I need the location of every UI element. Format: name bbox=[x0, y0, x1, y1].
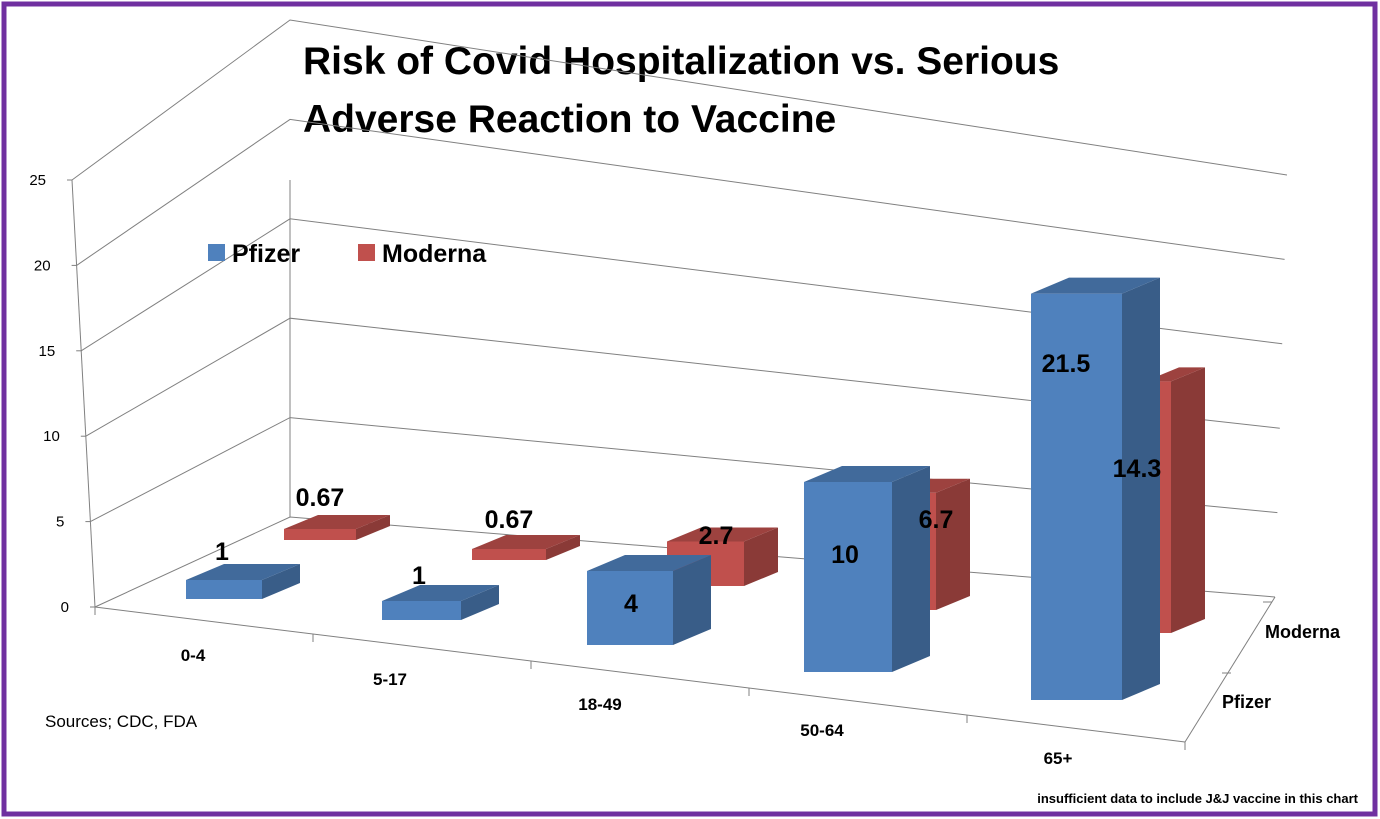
bar-front bbox=[382, 601, 461, 620]
depth-label-pfizer: Pfizer bbox=[1222, 692, 1271, 712]
data-label-moderna-5-17: 0.67 bbox=[485, 506, 534, 534]
x-tick-label: 18-49 bbox=[578, 695, 621, 714]
y-tick-label: 15 bbox=[39, 343, 56, 360]
legend-swatch-moderna bbox=[358, 244, 375, 261]
bar-top bbox=[382, 585, 499, 601]
bar-pfizer-0-4 bbox=[186, 564, 300, 599]
bar-top bbox=[284, 514, 390, 529]
x-axis: 0-4 5-17 18-49 50-64 65+ bbox=[94, 596, 1276, 768]
bar-top bbox=[1031, 277, 1160, 294]
bar-front bbox=[587, 571, 673, 645]
bar-side bbox=[892, 466, 930, 672]
bar-top bbox=[667, 527, 778, 542]
bar-top bbox=[472, 534, 580, 549]
bar-side bbox=[262, 564, 300, 599]
bar-front bbox=[186, 580, 262, 599]
data-label-pfizer-50-64: 10 bbox=[831, 541, 859, 569]
legend: Pfizer Moderna bbox=[208, 240, 487, 268]
data-label-moderna-50-64: 6.7 bbox=[919, 506, 954, 534]
data-label-moderna-65+: 14.3 bbox=[1113, 455, 1162, 483]
bar-side bbox=[936, 478, 970, 610]
gridline bbox=[71, 19, 1288, 181]
y-tick-label: 0 bbox=[61, 599, 69, 616]
y-tick-label: 20 bbox=[34, 257, 51, 274]
bar-front bbox=[284, 528, 356, 540]
bar-side bbox=[673, 555, 711, 645]
bar-pfizer-65+ bbox=[1031, 277, 1160, 700]
bar-side bbox=[546, 534, 580, 560]
bar-side bbox=[1171, 367, 1205, 633]
bar-front bbox=[1031, 293, 1122, 700]
data-label-pfizer-0-4: 1 bbox=[215, 538, 229, 566]
x-tick-label: 5-17 bbox=[373, 670, 407, 689]
bar-pfizer-18-49 bbox=[587, 555, 711, 645]
bars bbox=[186, 277, 1205, 700]
bar-pfizer-5-17 bbox=[382, 585, 499, 620]
bar-pfizer-50-64 bbox=[804, 466, 930, 672]
bar-side bbox=[1122, 277, 1160, 700]
bar-moderna-0-4 bbox=[284, 514, 390, 540]
gridline bbox=[76, 118, 1285, 266]
bar-side bbox=[744, 527, 778, 586]
data-label-pfizer-5-17: 1 bbox=[412, 562, 426, 590]
depth-axis-line bbox=[1184, 596, 1276, 743]
data-label-pfizer-65+: 21.5 bbox=[1042, 350, 1091, 378]
x-tick-label: 0-4 bbox=[181, 646, 206, 665]
data-label-pfizer-18-49: 4 bbox=[624, 590, 638, 618]
bar-front bbox=[804, 482, 892, 672]
x-tick-label: 50-64 bbox=[800, 721, 844, 740]
footnote: insufficient data to include J&J vaccine… bbox=[1037, 791, 1358, 806]
x-axis-line bbox=[94, 606, 1186, 743]
y-axis-line bbox=[71, 179, 96, 608]
depth-label-moderna: Moderna bbox=[1265, 622, 1341, 642]
bar-top bbox=[587, 555, 711, 571]
bar-top bbox=[186, 564, 300, 580]
data-label-moderna-0-4: 0.67 bbox=[296, 484, 345, 512]
bar-moderna-5-17 bbox=[472, 534, 580, 560]
chart-title-line1: Risk of Covid Hospitalization vs. Seriou… bbox=[303, 40, 1059, 83]
y-tick-label: 10 bbox=[43, 428, 60, 445]
chart-title-line2: Adverse Reaction to Vaccine bbox=[303, 98, 836, 141]
x-tick-label: 65+ bbox=[1044, 749, 1073, 768]
y-tick-label: 25 bbox=[29, 172, 46, 189]
y-axis-tick-labels: 0 5 10 15 20 25 bbox=[29, 172, 69, 616]
bar-top bbox=[804, 466, 930, 482]
y-tick-label: 5 bbox=[56, 514, 64, 531]
legend-label-moderna: Moderna bbox=[382, 240, 487, 268]
legend-swatch-pfizer bbox=[208, 244, 225, 261]
bar-data-labels: 1 1 4 10 21.5 0.67 0.67 2.7 6.7 14.3 bbox=[215, 350, 1161, 618]
bar-side bbox=[461, 585, 499, 620]
source-note: Sources; CDC, FDA bbox=[45, 712, 198, 731]
data-label-moderna-18-49: 2.7 bbox=[699, 522, 734, 550]
bar-front bbox=[472, 548, 546, 560]
legend-label-pfizer: Pfizer bbox=[232, 240, 300, 268]
bar-side bbox=[356, 514, 390, 540]
